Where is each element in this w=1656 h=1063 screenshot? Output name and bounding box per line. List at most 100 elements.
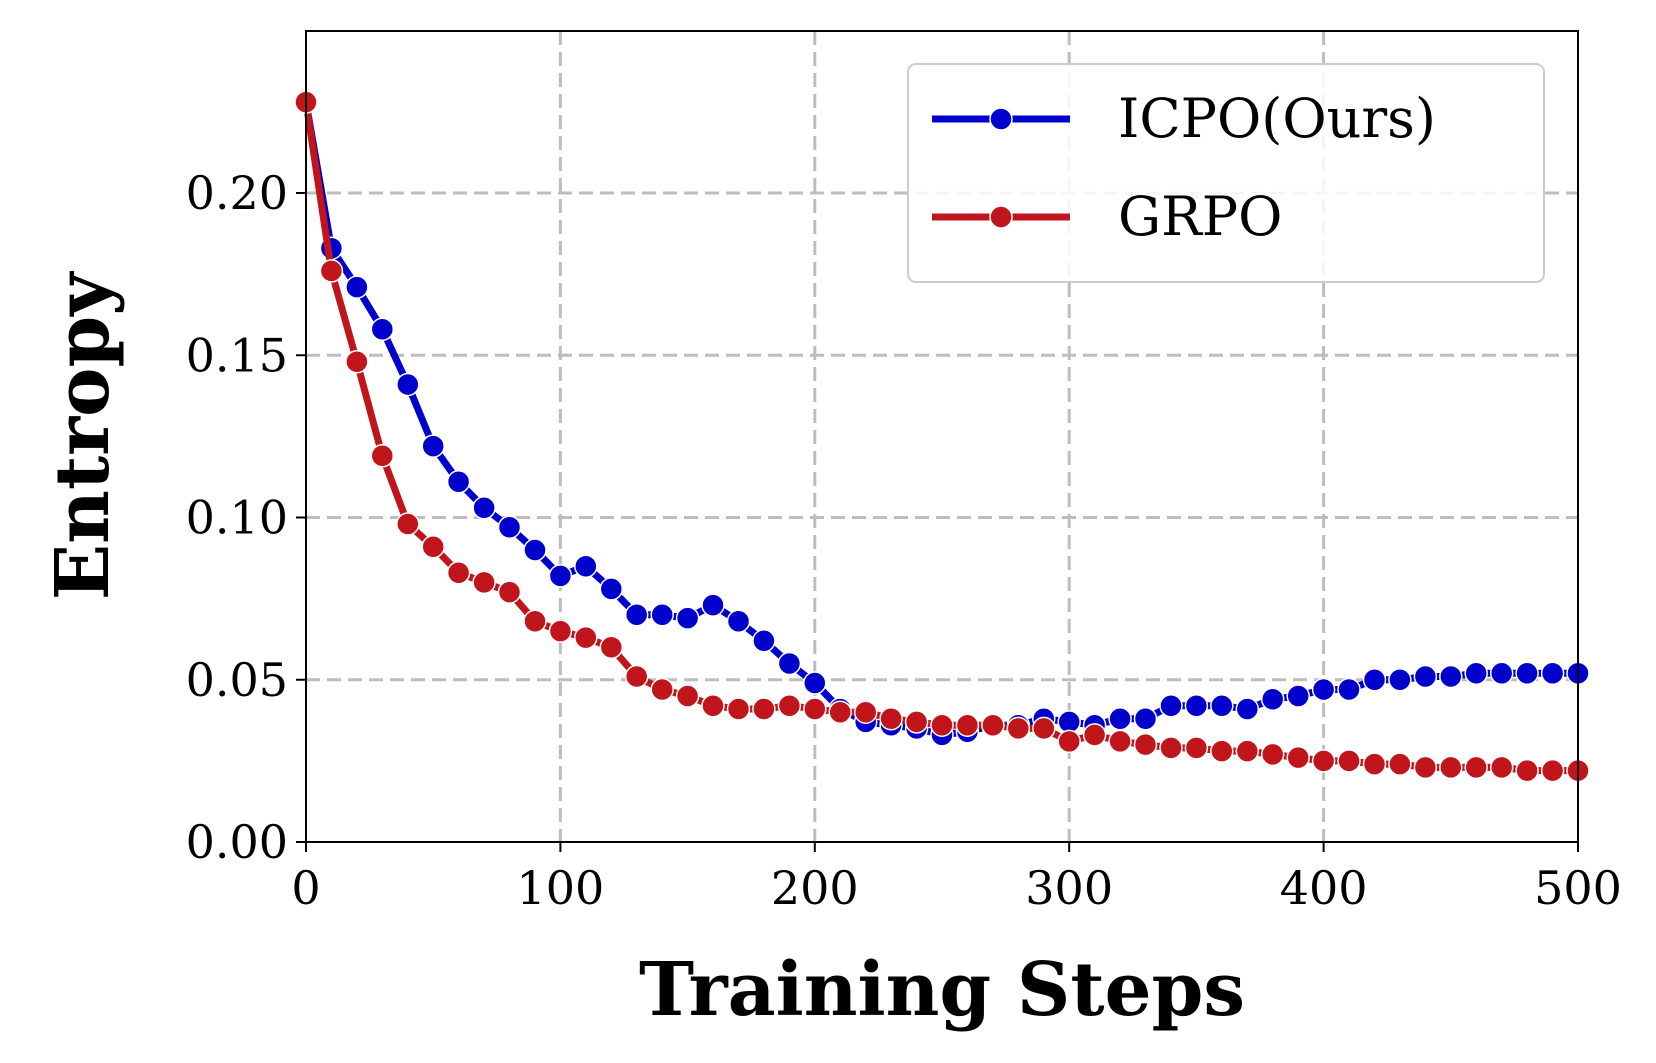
data-point: [1133, 732, 1158, 757]
plot-frame: [305, 30, 1579, 843]
data-point: [675, 606, 700, 630]
data-point: [1362, 668, 1387, 692]
data-point: [879, 706, 903, 731]
data-point: [803, 671, 827, 695]
data-point: [1032, 716, 1056, 741]
x-tick-label: 100: [516, 861, 604, 915]
data-point: [1515, 758, 1539, 783]
data-point: [523, 538, 547, 562]
series-grpo: [294, 90, 1590, 783]
x-tick-label: 200: [771, 861, 859, 915]
data-point: [497, 515, 522, 539]
data-point: [955, 713, 980, 737]
data-point: [1464, 755, 1488, 780]
legend-marker: [989, 205, 1013, 229]
series-layer: [294, 90, 1590, 783]
data-point: [1133, 706, 1158, 731]
y-tick-label: 0.10: [186, 491, 288, 545]
legend-label: GRPO: [1118, 185, 1282, 248]
data-point: [803, 697, 827, 721]
data-point: [650, 603, 674, 627]
legend-marker: [989, 107, 1013, 131]
data-point: [1057, 710, 1081, 734]
data-point: [777, 651, 802, 676]
data-point: [1286, 684, 1310, 708]
y-tick-label: 0.15: [186, 328, 288, 382]
data-point: [1108, 706, 1132, 731]
data-point: [1337, 677, 1361, 702]
data-point: [574, 554, 598, 578]
data-point: [1184, 736, 1209, 760]
y-tick-label: 0.00: [186, 815, 288, 869]
data-point: [548, 564, 573, 588]
data-point: [1388, 668, 1412, 692]
data-point: [1210, 739, 1234, 763]
data-point: [497, 580, 522, 604]
data-point: [599, 635, 624, 660]
data-point: [1108, 729, 1132, 754]
ticks: 0 100 200 300 400 500 0.00 0.05 0.10 0.15 0.20: [186, 166, 1622, 915]
data-point: [752, 629, 776, 653]
data-point: [1184, 693, 1209, 718]
data-point: [472, 570, 496, 595]
data-point: [726, 609, 751, 634]
y-axis-label: Entropy: [40, 271, 126, 600]
data-point: [1439, 755, 1463, 780]
legend-label: ICPO(Ours): [1118, 87, 1436, 150]
data-point: [1311, 677, 1336, 702]
data-point: [650, 677, 674, 702]
x-tick-label: 500: [1534, 861, 1622, 915]
data-point: [1362, 752, 1387, 776]
data-point: [370, 444, 395, 468]
y-tick-label: 0.20: [186, 166, 288, 220]
data-point: [1235, 739, 1260, 763]
data-point: [1057, 729, 1081, 754]
data-point: [1210, 693, 1234, 718]
data-point: [1337, 749, 1361, 773]
data-point: [370, 317, 395, 342]
data-point: [446, 560, 471, 585]
data-point: [930, 713, 954, 737]
data-point: [1006, 716, 1031, 741]
data-point: [1260, 742, 1285, 767]
data-point: [396, 512, 420, 536]
data-point: [421, 534, 445, 559]
data-point: [701, 593, 725, 617]
data-point: [624, 603, 649, 627]
data-point: [1388, 752, 1412, 776]
data-point: [1235, 697, 1260, 721]
data-point: [904, 710, 929, 734]
data-point: [446, 470, 471, 494]
data-point: [1489, 661, 1514, 686]
data-point: [981, 713, 1005, 737]
data-point: [345, 349, 369, 374]
x-axis-label: Training Steps: [639, 947, 1245, 1033]
data-point: [1082, 723, 1107, 747]
data-point: [1159, 693, 1183, 718]
x-tick-label: 400: [1280, 861, 1368, 915]
data-point: [319, 259, 344, 283]
data-point: [1489, 755, 1514, 780]
x-tick-label: 300: [1025, 861, 1113, 915]
legend-entry: ICPO(Ours): [932, 87, 1436, 150]
data-point: [396, 372, 420, 397]
data-point: [421, 434, 445, 458]
data-point: [726, 697, 751, 721]
data-point: [853, 700, 878, 724]
data-point: [599, 577, 624, 601]
data-point: [472, 496, 496, 520]
data-point: [752, 697, 776, 721]
data-point: [1413, 664, 1438, 689]
data-point: [574, 625, 598, 650]
x-tick-label: 0: [291, 861, 320, 915]
data-point: [345, 275, 369, 299]
data-point: [777, 693, 802, 718]
data-point: [1464, 661, 1488, 686]
data-point: [548, 619, 573, 643]
data-point: [523, 609, 547, 634]
data-point: [1439, 664, 1463, 689]
data-point: [1260, 687, 1285, 711]
data-point: [675, 684, 700, 708]
legend-entry: GRPO: [932, 185, 1282, 248]
